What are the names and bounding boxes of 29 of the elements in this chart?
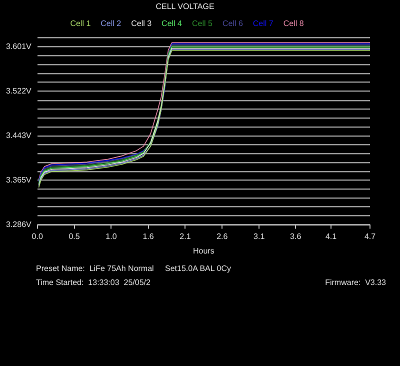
- y-tick-label: 3.443V: [6, 131, 32, 140]
- text: Cell 6: [222, 18, 244, 28]
- x-tick-label: 1.0: [106, 232, 118, 241]
- x-tick-label: 4.7: [364, 232, 376, 241]
- x-tick-label: 2.6: [216, 232, 228, 241]
- chart-title: CELL VOLTAGE: [156, 2, 214, 12]
- y-tick-label: 3.365V: [6, 175, 32, 184]
- text: Time Started: 13:33:03 25/05/2: [36, 278, 150, 287]
- text: Cell 5: [192, 18, 214, 28]
- x-tick-label: 0.0: [32, 232, 44, 241]
- x-tick-label: 3.6: [290, 232, 302, 241]
- text: Firmware: V3.33: [325, 278, 386, 287]
- y-tick-label: 3.286V: [6, 220, 32, 230]
- x-tick-label: 1.6: [142, 232, 154, 241]
- text: Cell 7: [252, 18, 274, 28]
- series-label: Cell 8: [283, 18, 304, 28]
- text: Cell 1: [70, 18, 92, 28]
- text: Set15.0A BAL 0Cy: [165, 264, 231, 273]
- text: Cell 3: [131, 18, 152, 28]
- y-tick-label: 3.522V: [6, 86, 32, 96]
- x-tick-label: 2.1: [180, 232, 192, 241]
- text: Cell 2: [100, 18, 122, 28]
- y-tick-label: 3.601V: [6, 42, 32, 51]
- text: Preset Name: LiFe 75Ah Normal: [36, 264, 154, 273]
- text: Cell 4: [162, 18, 183, 28]
- x-tick-label: 0.5: [68, 232, 80, 241]
- x-tick-label: 3.1: [254, 232, 266, 241]
- x-axis-title: Hours: [193, 246, 214, 256]
- x-tick-label: 4.1: [325, 232, 338, 241]
